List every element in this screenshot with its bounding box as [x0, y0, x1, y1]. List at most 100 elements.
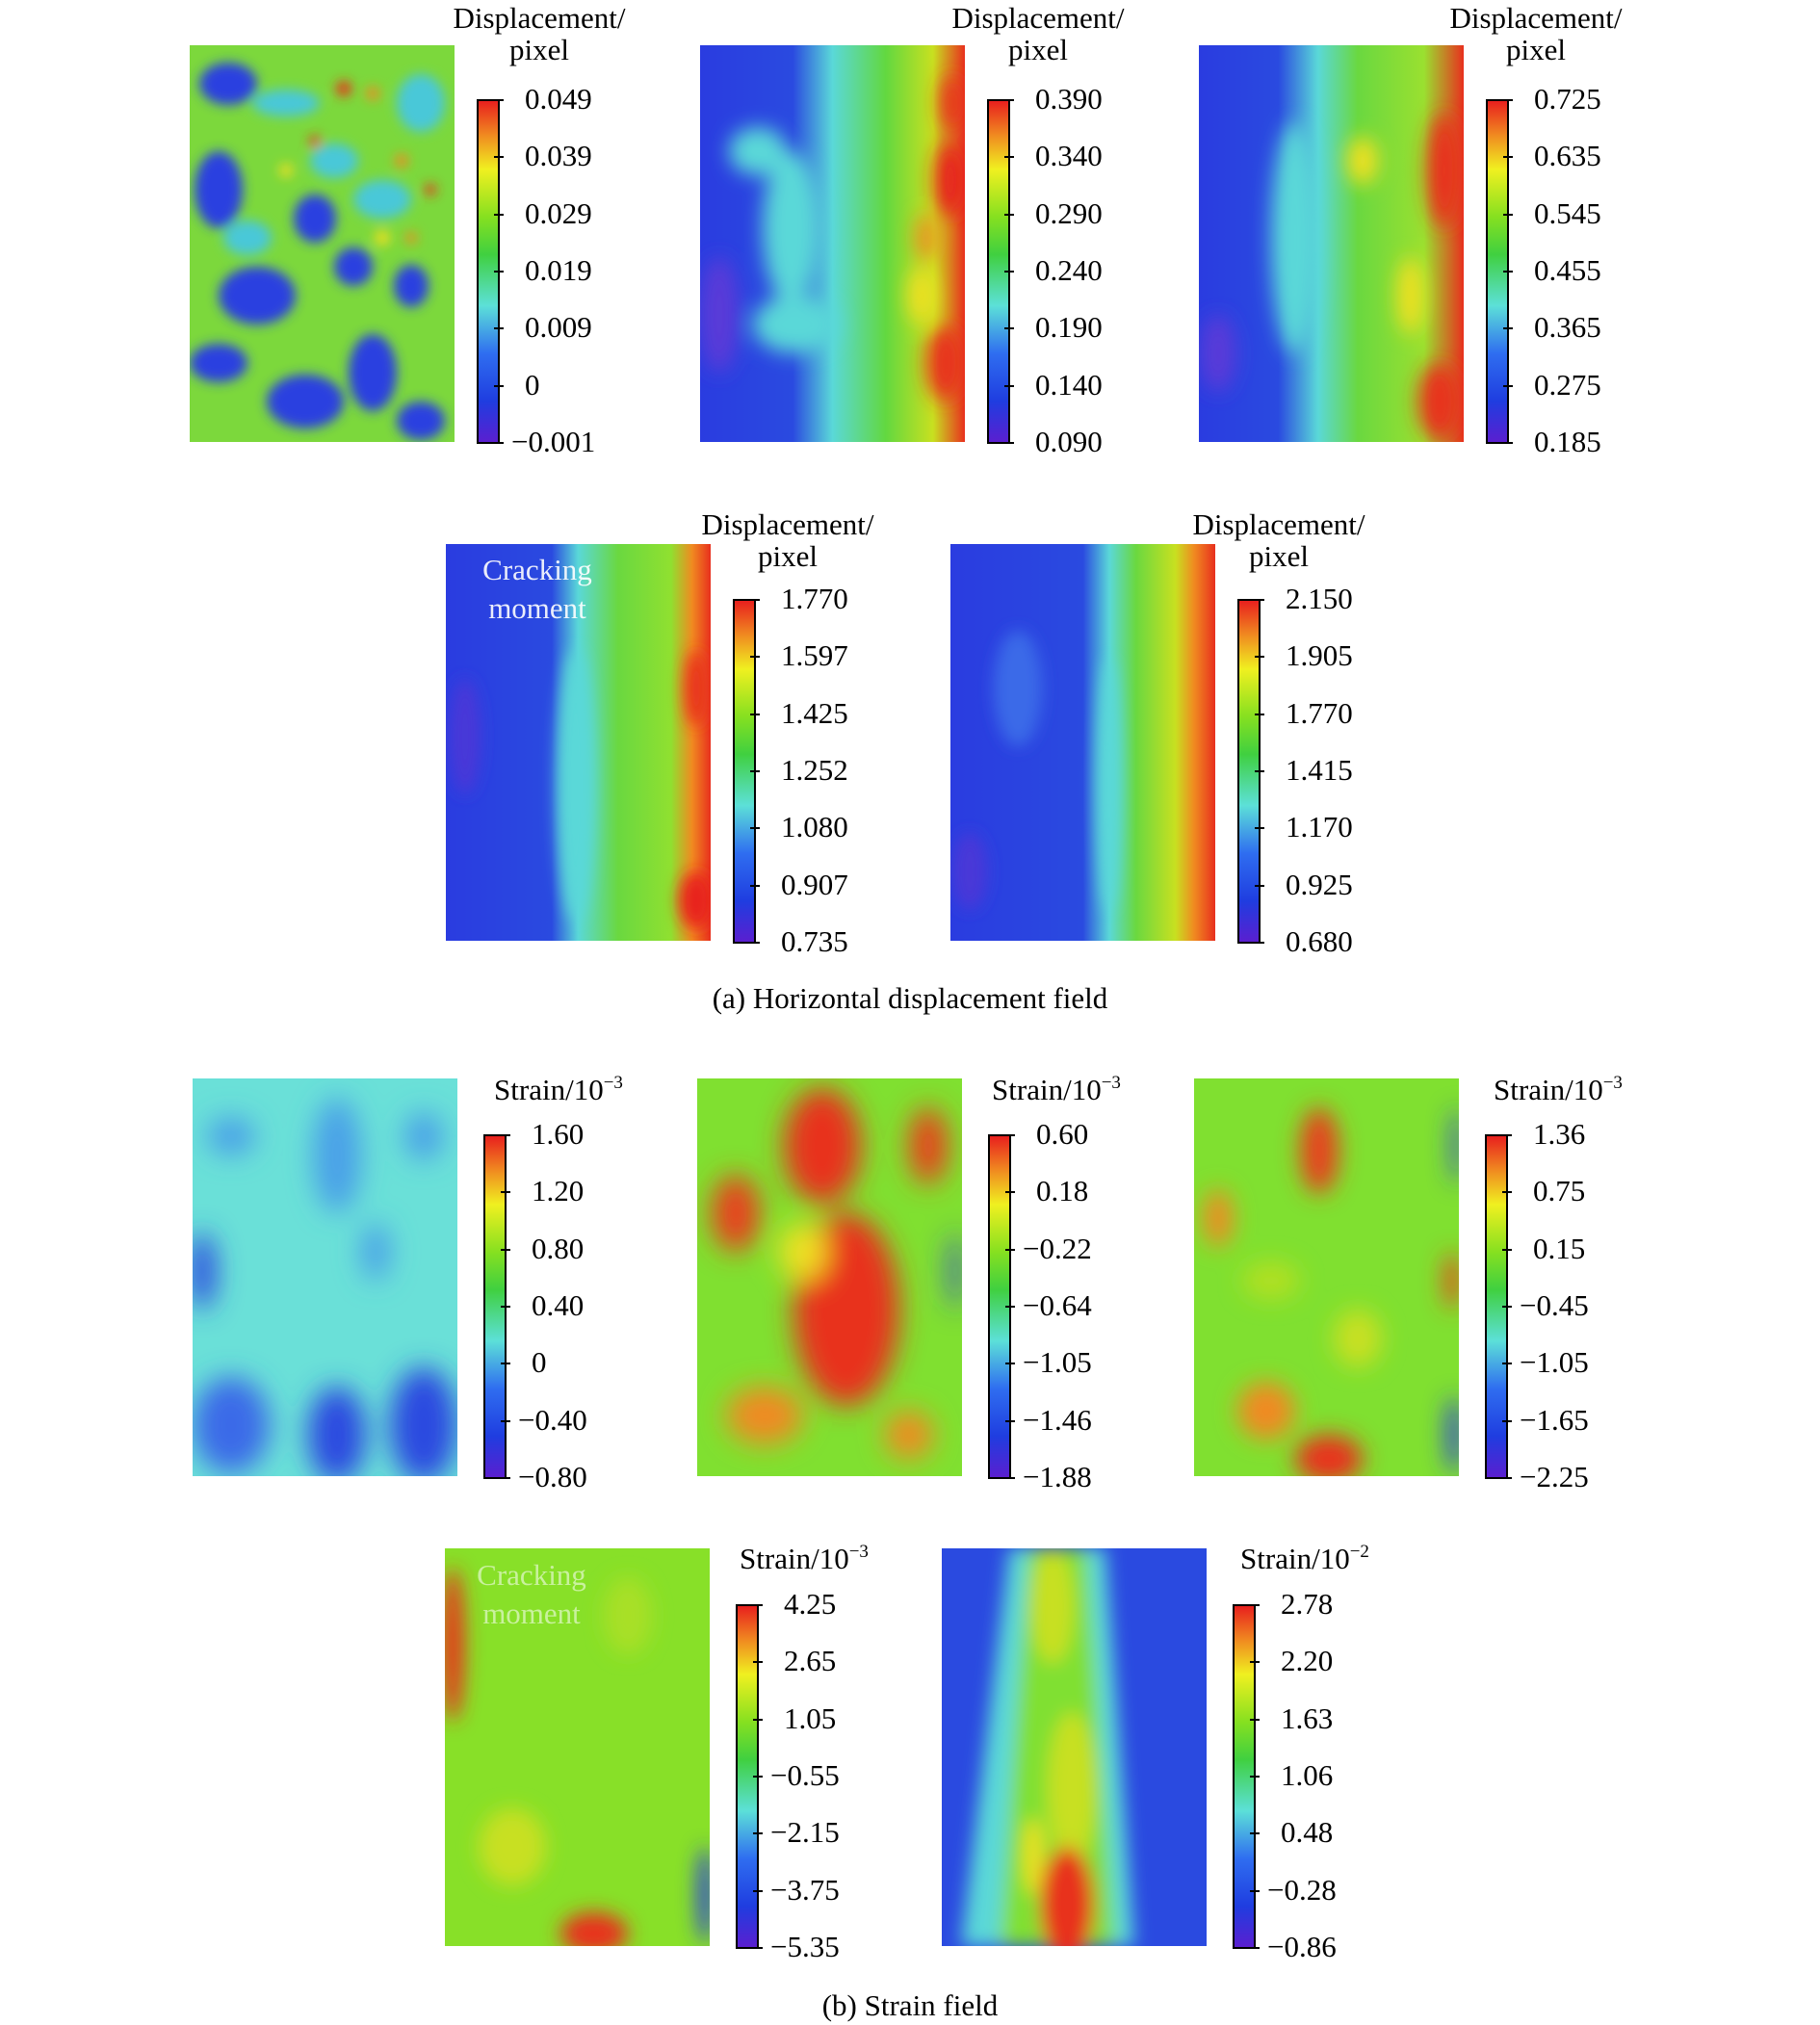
colorbar-tick-label: −0.28 — [1267, 1873, 1337, 1907]
colorbar-tick — [1255, 714, 1264, 715]
colorbar-tick — [1503, 271, 1513, 273]
colorbar-tick — [501, 1477, 510, 1479]
colorbar-tick-label: −0.64 — [1023, 1288, 1092, 1322]
colorbar-tick-label: 2.65 — [784, 1644, 837, 1677]
colorbar-tick-label: 0.40 — [532, 1288, 585, 1322]
colorbar-tick — [1503, 327, 1513, 329]
colorbar-tick — [1005, 1134, 1015, 1136]
colorbar-tick — [753, 1776, 763, 1778]
colorbar-tick — [1255, 656, 1264, 658]
colorbar-tick-label: 0.290 — [1035, 196, 1103, 230]
colorbar-tick — [750, 656, 760, 658]
colorbar-tick-label: 1.20 — [532, 1174, 585, 1207]
colorbar-tick — [753, 1890, 763, 1892]
colorbar-tick-label: 0.140 — [1035, 368, 1103, 402]
colorbar-tick — [494, 442, 504, 444]
colorbar-tick-label: 1.415 — [1286, 753, 1353, 787]
colorbar-tick — [1004, 327, 1014, 329]
colorbar-tick-label: −0.80 — [518, 1460, 587, 1493]
colorbar-tick — [1004, 99, 1014, 101]
colorbar-tick — [501, 1191, 510, 1193]
colorbar-tick — [1005, 1420, 1015, 1422]
caption-b: (b) Strain field — [821, 1988, 999, 2022]
colorbar-tick-label: 0.455 — [1534, 253, 1601, 287]
heatmap-a5 — [950, 544, 1215, 941]
colorbar-tick — [750, 942, 760, 944]
colorbar-tick — [1250, 1890, 1260, 1892]
colorbar-tick — [1005, 1477, 1015, 1479]
strain-title-exponent: −3 — [848, 1542, 869, 1562]
colorbar-tick — [501, 1134, 510, 1136]
colorbar-tick — [494, 99, 504, 101]
strain-title-base: Strain/10 — [740, 1542, 849, 1575]
colorbar-tick — [1004, 442, 1014, 444]
colorbar-tick-label: 0.725 — [1534, 82, 1601, 116]
colorbar-tick — [1250, 1832, 1260, 1834]
colorbar-tick-label: 0.545 — [1534, 196, 1601, 230]
colorbar-tick-label: −0.55 — [770, 1758, 840, 1792]
strain-title-exponent: −2 — [1349, 1542, 1369, 1562]
colorbar-tick-label: 1.080 — [781, 810, 848, 844]
colorbar-tick-label: −0.40 — [518, 1403, 587, 1437]
colorbar-tick — [753, 1719, 763, 1721]
colorbar-tick — [750, 827, 760, 829]
colorbar-tick — [1004, 271, 1014, 273]
colorbar-tick — [753, 1661, 763, 1663]
colorbar-tick — [1255, 885, 1264, 887]
colorbar-tick-label: 2.20 — [1281, 1644, 1334, 1677]
colorbar-tick-label: −2.25 — [1520, 1460, 1589, 1493]
colorbar-tick — [1250, 1604, 1260, 1606]
colorbar-tick-label: 1.60 — [532, 1117, 585, 1151]
colorbar-tick-label: 0.039 — [525, 139, 592, 172]
strain-title-base: Strain/10 — [1240, 1542, 1350, 1575]
colorbar-tick-label: 1.252 — [781, 753, 848, 787]
colorbar-tick-label: 0.240 — [1035, 253, 1103, 287]
colorbar-tick-label: 0.15 — [1533, 1232, 1586, 1265]
colorbar-tick-label: −3.75 — [770, 1873, 840, 1907]
colorbar-tick — [1502, 1477, 1512, 1479]
colorbar-tick — [1502, 1249, 1512, 1251]
colorbar-tick — [501, 1363, 510, 1364]
heatmap-b5 — [942, 1548, 1207, 1946]
colorbar-tick — [1005, 1191, 1015, 1193]
colorbar-tick-label: 1.597 — [781, 638, 848, 672]
colorbar-tick — [501, 1420, 510, 1422]
colorbar-tick — [1005, 1363, 1015, 1364]
cracking-moment-label: Cracking moment — [477, 1558, 586, 1630]
colorbar-tick-label: −1.05 — [1520, 1345, 1589, 1379]
colorbar-tick-label: 0 — [532, 1345, 547, 1379]
colorbar-tick-label: 0.090 — [1035, 425, 1103, 458]
colorbar-tick-label: 4.25 — [784, 1587, 837, 1621]
colorbar-tick — [494, 327, 504, 329]
colorbar-tick — [1502, 1191, 1512, 1193]
heatmap-b2 — [697, 1078, 962, 1476]
strain-title-base: Strain/10 — [1494, 1073, 1603, 1106]
colorbar-tick-label: 0.190 — [1035, 310, 1103, 344]
colorbar-tick — [1004, 385, 1014, 387]
colorbar-tick-label: 0.340 — [1035, 139, 1103, 172]
colorbar-tick — [1255, 770, 1264, 772]
colorbar-tick-label: 0.925 — [1286, 868, 1353, 901]
colorbar-tick — [1503, 385, 1513, 387]
colorbar-tick-label: 1.06 — [1281, 1758, 1334, 1792]
colorbar-tick — [1502, 1420, 1512, 1422]
colorbar-tick-label: 1.36 — [1533, 1117, 1586, 1151]
colorbar-tick-label: 0.635 — [1534, 139, 1601, 172]
colorbar-tick-label: 0.009 — [525, 310, 592, 344]
colorbar-tick-label: 0 — [525, 368, 540, 402]
colorbar-tick — [1005, 1306, 1015, 1308]
colorbar-tick-label: 0.80 — [532, 1232, 585, 1265]
colorbar-tick — [1255, 827, 1264, 829]
strain-title-base: Strain/10 — [992, 1073, 1102, 1106]
colorbar-tick — [1005, 1249, 1015, 1251]
colorbar-tick — [750, 714, 760, 715]
colorbar-tick-label: −0.45 — [1520, 1288, 1589, 1322]
colorbar-tick — [1250, 1776, 1260, 1778]
colorbar-tick-label: 0.18 — [1036, 1174, 1089, 1207]
colorbar-tick — [1502, 1134, 1512, 1136]
colorbar-tick — [1255, 599, 1264, 601]
colorbar-tick-label: −1.46 — [1023, 1403, 1092, 1437]
colorbar-tick-label: −1.88 — [1023, 1460, 1092, 1493]
colorbar-tick-label: 0.48 — [1281, 1815, 1334, 1849]
heatmap-a3 — [1199, 45, 1464, 442]
